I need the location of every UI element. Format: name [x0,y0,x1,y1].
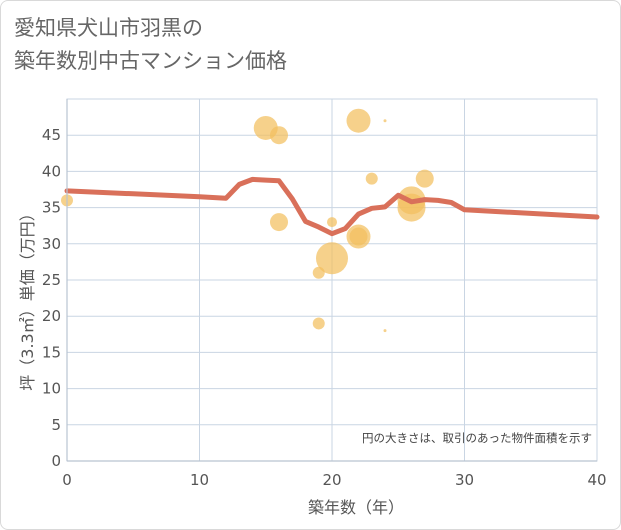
bubble-layer [61,108,434,333]
y-tick-label: 0 [51,452,61,470]
bubble-point [383,119,387,123]
x-axis-title: 築年数（年） [308,498,404,517]
chart-title: 愛知県犬山市羽黒の 築年数別中古マンション価格 [14,12,287,78]
bubble-point [270,213,288,232]
y-tick-label: 35 [42,199,61,217]
axes: 0 5 10 15 20 25 30 35 40 45 0 10 20 30 40 [42,99,607,489]
trend-line [64,176,600,237]
x-tick-label: 10 [190,471,209,489]
trend-layer [64,176,600,237]
grid [66,98,598,462]
x-tick-label: 20 [322,471,341,489]
y-tick-label: 5 [51,416,61,434]
y-tick-label: 40 [42,162,61,180]
bubble-point [365,172,378,185]
bubble-point [327,217,337,228]
bubble-point [415,169,434,188]
bubble-point [312,317,325,330]
y-tick-label: 10 [42,380,61,398]
y-tick-label: 45 [42,126,61,144]
bubble-point [383,329,387,333]
x-tick-label: 0 [62,471,72,489]
y-tick-label: 15 [42,343,61,361]
bubble-point [349,227,368,246]
bubble-point [346,108,371,133]
y-tick-label: 25 [42,271,61,289]
bubble-size-note: 円の大きさは、取引のあった物件面積を示す [362,431,592,445]
y-tick-label: 30 [42,235,61,253]
y-axis-title: 坪（3.3㎡）単価（万円） [18,205,37,390]
x-tick-label: 30 [455,471,474,489]
chart-title-line1: 愛知県犬山市羽黒の [14,16,203,40]
y-tick-label: 20 [42,307,61,325]
bubble-point [316,242,348,275]
chart-title-line2: 築年数別中古マンション価格 [14,49,287,73]
bubble-point [270,126,288,145]
x-tick-label: 40 [587,471,606,489]
